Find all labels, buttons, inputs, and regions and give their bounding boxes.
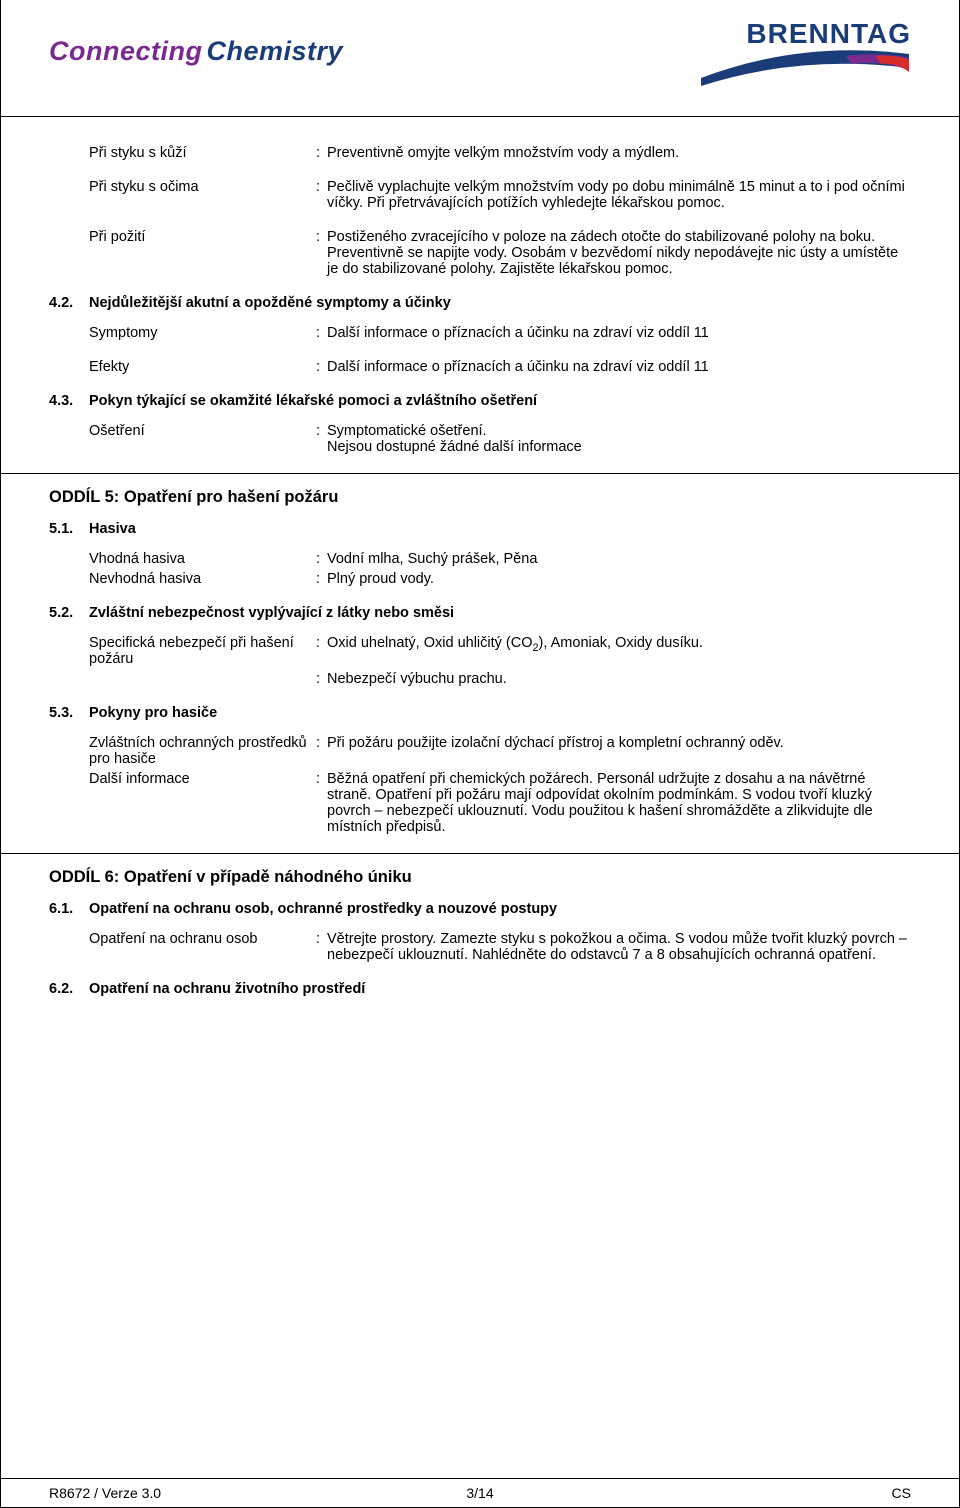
subsection-num: 4.2. [49, 295, 89, 311]
kv-sep: : [309, 325, 327, 341]
section-divider [1, 473, 959, 474]
kv-sep: : [309, 423, 327, 455]
footer-left: R8672 / Verze 3.0 [49, 1485, 161, 1501]
brand-word-2: Chemistry [207, 36, 344, 67]
kv-row: Další informace : Běžná opatření při che… [49, 771, 911, 835]
kv-sep: : [309, 635, 327, 667]
kv-value: Oxid uhelnatý, Oxid uhličitý (CO2), Amon… [327, 635, 911, 667]
page-header: ConnectingChemistry BRENNTAG [1, 0, 959, 117]
kv-label: Další informace [49, 771, 309, 835]
kv-sep: : [309, 771, 327, 835]
footer-page-number: 3/14 [466, 1485, 493, 1501]
kv-sep: : [309, 551, 327, 567]
brand-name: BRENNTAG [691, 18, 911, 50]
kv-row: Vhodná hasiva : Vodní mlha, Suchý prášek… [49, 551, 911, 567]
kv-value: Vodní mlha, Suchý prášek, Pěna [327, 551, 911, 567]
subsection-num: 6.2. [49, 981, 89, 997]
section-6-title: ODDÍL 6: Opatření v případě náhodného ún… [49, 868, 911, 887]
kv-sep: : [309, 229, 327, 277]
subsection-5-3: 5.3. Pokyny pro hasiče [49, 705, 911, 721]
subsection-title: Hasiva [89, 521, 911, 537]
subsection-title: Opatření na ochranu osob, ochranné prost… [89, 901, 911, 917]
kv-row: Zvláštních ochranných prostředků pro has… [49, 735, 911, 767]
kv-label [49, 671, 309, 687]
brand-logo: BRENNTAG [691, 18, 911, 94]
kv-value: Pečlivě vyplachujte velkým množstvím vod… [327, 179, 911, 211]
kv-value: Preventivně omyjte velkým množstvím vody… [327, 145, 911, 161]
subsection-4-3: 4.3. Pokyn týkající se okamžité lékařské… [49, 393, 911, 409]
page-footer: R8672 / Verze 3.0 3/14 CS [1, 1478, 959, 1507]
kv-row: Nevhodná hasiva : Plný proud vody. [49, 571, 911, 587]
subsection-num: 5.3. [49, 705, 89, 721]
kv-label: Vhodná hasiva [49, 551, 309, 567]
subsection-title: Pokyny pro hasiče [89, 705, 911, 721]
kv-value: Postiženého zvracejícího v poloze na zád… [327, 229, 911, 277]
subsection-num: 5.2. [49, 605, 89, 621]
kv-value: Běžná opatření při chemických požárech. … [327, 771, 911, 835]
kv-value: Při požáru použijte izolační dýchací pří… [327, 735, 911, 767]
subsection-6-1: 6.1. Opatření na ochranu osob, ochranné … [49, 901, 911, 917]
subsection-title: Opatření na ochranu životního prostředí [89, 981, 911, 997]
subsection-num: 4.3. [49, 393, 89, 409]
subsection-title: Zvláštní nebezpečnost vyplývající z látk… [89, 605, 911, 621]
subsection-num: 5.1. [49, 521, 89, 537]
section-5-title: ODDÍL 5: Opatření pro hašení požáru [49, 488, 911, 507]
kv-sep: : [309, 931, 327, 963]
brand-word-1: Connecting [49, 36, 203, 67]
section-divider [1, 853, 959, 854]
subsection-title: Pokyn týkající se okamžité lékařské pomo… [89, 393, 911, 409]
kv-sep: : [309, 671, 327, 687]
footer-right: CS [892, 1485, 911, 1501]
kv-label: Zvláštních ochranných prostředků pro has… [49, 735, 309, 767]
kv-value: Plný proud vody. [327, 571, 911, 587]
kv-row: : Nebezpečí výbuchu prachu. [49, 671, 911, 687]
document-page: ConnectingChemistry BRENNTAG Při styku s… [0, 0, 960, 1508]
kv-label: Při styku s očima [49, 179, 309, 211]
subsection-6-2: 6.2. Opatření na ochranu životního prost… [49, 981, 911, 997]
kv-value: Další informace o příznacích a účinku na… [327, 325, 911, 341]
kv-sep: : [309, 179, 327, 211]
kv-row: Při styku s kůží : Preventivně omyjte ve… [49, 145, 911, 161]
kv-row: Symptomy : Další informace o příznacích … [49, 325, 911, 341]
kv-row: Ošetření : Symptomatické ošetření. Nejso… [49, 423, 911, 455]
kv-sep: : [309, 359, 327, 375]
kv-value: Nebezpečí výbuchu prachu. [327, 671, 911, 687]
kv-value: Větrejte prostory. Zamezte styku s pokož… [327, 931, 911, 963]
kv-label: Při požití [49, 229, 309, 277]
kv-label: Při styku s kůží [49, 145, 309, 161]
subsection-num: 6.1. [49, 901, 89, 917]
brand-tagline: ConnectingChemistry [49, 36, 343, 67]
kv-row: Efekty : Další informace o příznacích a … [49, 359, 911, 375]
kv-label: Nevhodná hasiva [49, 571, 309, 587]
kv-label: Ošetření [49, 423, 309, 455]
kv-sep: : [309, 735, 327, 767]
kv-row: Při styku s očima : Pečlivě vyplachujte … [49, 179, 911, 211]
kv-label: Opatření na ochranu osob [49, 931, 309, 963]
subsection-5-1: 5.1. Hasiva [49, 521, 911, 537]
kv-value: Symptomatické ošetření. Nejsou dostupné … [327, 423, 911, 455]
kv-label: Efekty [49, 359, 309, 375]
brand-swoosh-icon [691, 48, 911, 90]
page-content: Při styku s kůží : Preventivně omyjte ve… [1, 117, 959, 1021]
kv-row: Specifická nebezpečí při hašení požáru :… [49, 635, 911, 667]
subsection-title: Nejdůležitější akutní a opožděné symptom… [89, 295, 911, 311]
subsection-4-2: 4.2. Nejdůležitější akutní a opožděné sy… [49, 295, 911, 311]
subsection-5-2: 5.2. Zvláštní nebezpečnost vyplývající z… [49, 605, 911, 621]
kv-value: Další informace o příznacích a účinku na… [327, 359, 911, 375]
kv-sep: : [309, 571, 327, 587]
kv-row: Při požití : Postiženého zvracejícího v … [49, 229, 911, 277]
kv-label: Symptomy [49, 325, 309, 341]
kv-sep: : [309, 145, 327, 161]
kv-label: Specifická nebezpečí při hašení požáru [49, 635, 309, 667]
kv-row: Opatření na ochranu osob : Větrejte pros… [49, 931, 911, 963]
